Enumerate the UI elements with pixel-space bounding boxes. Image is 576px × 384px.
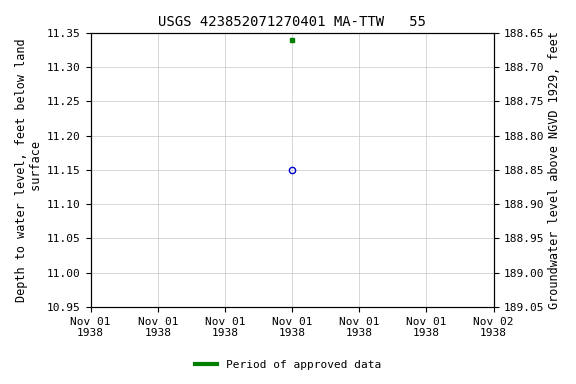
- Title: USGS 423852071270401 MA-TTW   55: USGS 423852071270401 MA-TTW 55: [158, 15, 426, 29]
- Legend: Period of approved data: Period of approved data: [191, 356, 385, 375]
- Y-axis label: Depth to water level, feet below land
 surface: Depth to water level, feet below land su…: [15, 38, 43, 302]
- Y-axis label: Groundwater level above NGVD 1929, feet: Groundwater level above NGVD 1929, feet: [548, 31, 561, 309]
